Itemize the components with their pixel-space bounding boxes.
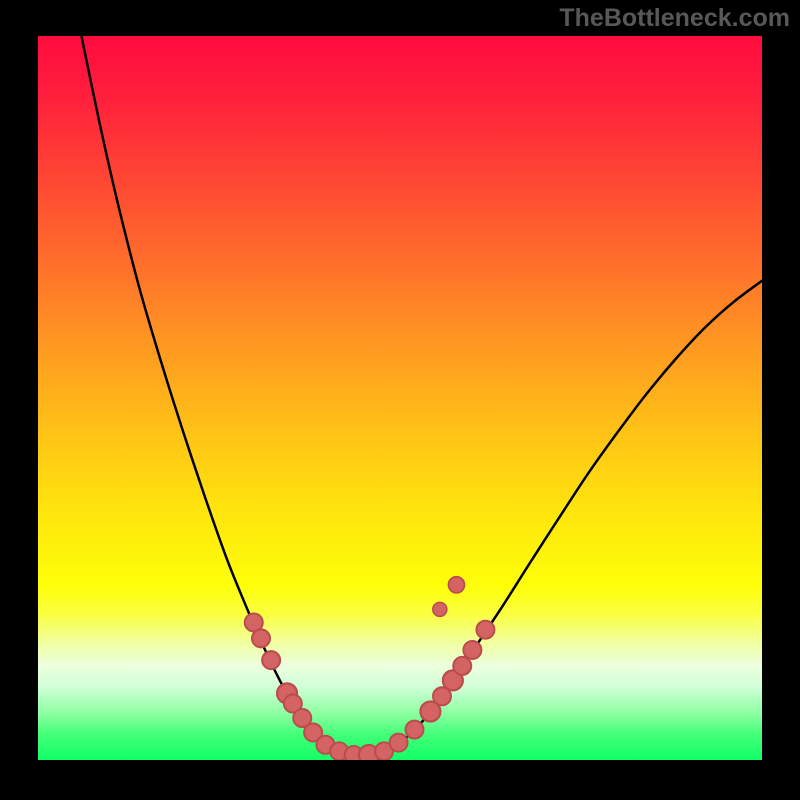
data-marker xyxy=(463,641,481,659)
plot-area xyxy=(38,36,762,760)
data-marker xyxy=(476,621,494,639)
data-marker xyxy=(405,721,423,739)
curve-layer xyxy=(38,36,762,760)
data-marker xyxy=(448,577,464,593)
data-marker xyxy=(262,651,280,669)
bottleneck-curve xyxy=(81,36,762,756)
data-marker xyxy=(252,629,270,647)
chart-frame: TheBottleneck.com xyxy=(0,0,800,800)
watermark-text: TheBottleneck.com xyxy=(559,4,790,33)
data-marker xyxy=(390,734,408,752)
data-marker xyxy=(453,657,471,675)
data-marker xyxy=(433,602,447,616)
